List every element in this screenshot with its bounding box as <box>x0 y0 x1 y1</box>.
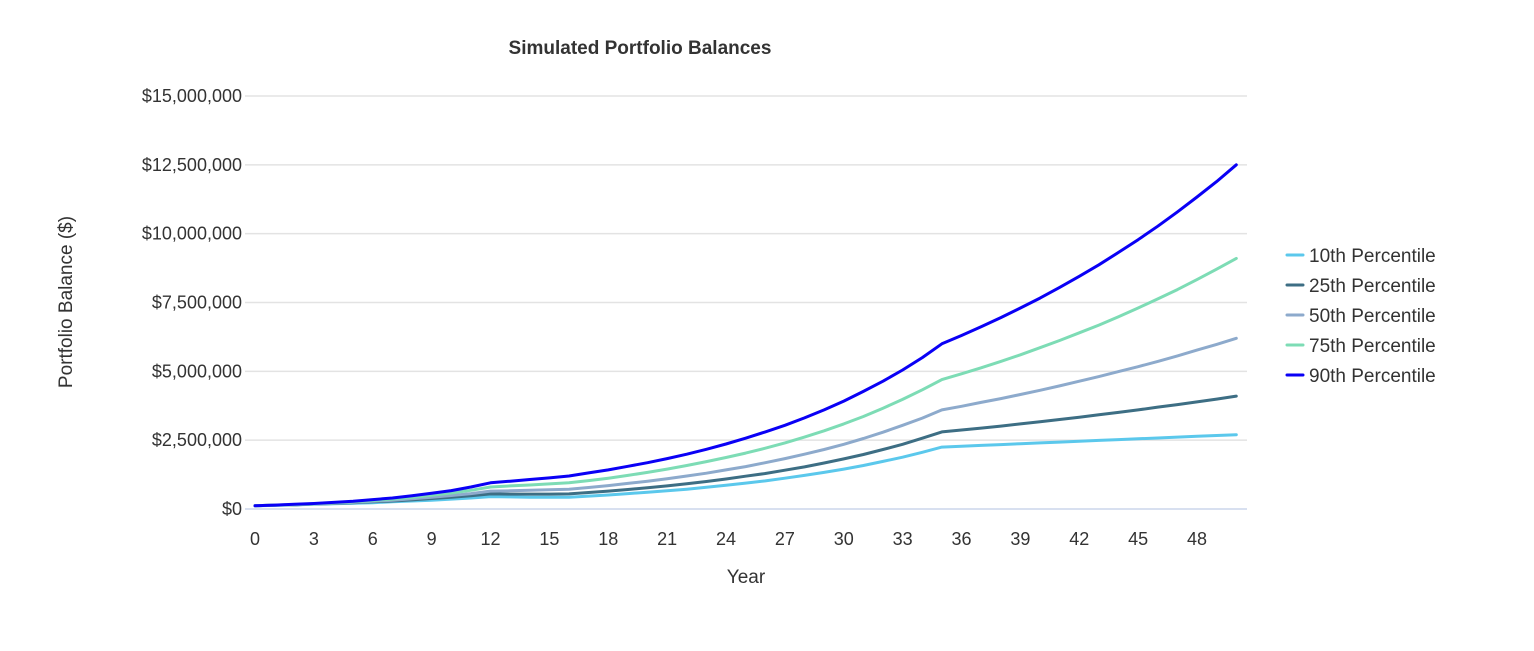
legend-label: 10th Percentile <box>1309 246 1436 267</box>
legend: 10th Percentile 25th Percentile 50th Perce… <box>1285 246 1436 387</box>
y-tick-label: $10,000,000 <box>142 224 242 244</box>
x-tick-label: 24 <box>716 529 736 549</box>
x-tick-label: 18 <box>598 529 618 549</box>
x-tick-label: 48 <box>1187 529 1207 549</box>
legend-item[interactable]: 75th Percentile <box>1285 336 1436 357</box>
x-tick-label: 36 <box>951 529 971 549</box>
chart-title: Simulated Portfolio Balances <box>509 38 772 59</box>
x-tick-label: 30 <box>834 529 854 549</box>
y-tick-label: $5,000,000 <box>152 361 242 381</box>
legend-item[interactable]: 50th Percentile <box>1285 306 1436 327</box>
series-line-90th <box>253 163 1238 508</box>
series-line-50th <box>253 336 1238 508</box>
x-axis-ticks: 0 3 6 9 12 15 18 21 24 27 30 33 36 39 42 45 48 <box>250 529 1207 549</box>
x-tick-label: 39 <box>1010 529 1030 549</box>
y-axis-ticks: $0 $2,500,000 $5,000,000 $7,500,000 $10,000,… <box>142 86 242 519</box>
legend-label: 75th Percentile <box>1309 336 1436 357</box>
y-axis-label: Portfolio Balance ($) <box>56 216 77 388</box>
legend-label: 90th Percentile <box>1309 366 1436 387</box>
legend-label: 25th Percentile <box>1309 276 1436 297</box>
y-tick-label: $0 <box>222 499 242 519</box>
y-tick-label: $15,000,000 <box>142 86 242 106</box>
legend-item[interactable]: 90th Percentile <box>1285 366 1436 387</box>
x-tick-label: 21 <box>657 529 677 549</box>
legend-label: 50th Percentile <box>1309 306 1436 327</box>
x-tick-label: 6 <box>368 529 378 549</box>
series-line-25th <box>253 394 1238 508</box>
y-tick-label: $12,500,000 <box>142 155 242 175</box>
series-line-75th <box>253 256 1238 508</box>
y-tick-label: $7,500,000 <box>152 293 242 313</box>
gridlines <box>245 95 1247 510</box>
x-tick-label: 12 <box>480 529 500 549</box>
legend-item[interactable]: 25th Percentile <box>1285 276 1436 297</box>
x-tick-label: 45 <box>1128 529 1148 549</box>
series-line-10th <box>253 433 1238 508</box>
legend-item[interactable]: 10th Percentile <box>1285 246 1436 267</box>
x-tick-label: 33 <box>893 529 913 549</box>
x-tick-label: 3 <box>309 529 319 549</box>
x-tick-label: 42 <box>1069 529 1089 549</box>
y-tick-label: $2,500,000 <box>152 430 242 450</box>
x-tick-label: 15 <box>539 529 559 549</box>
x-tick-label: 27 <box>775 529 795 549</box>
x-axis-label: Year <box>727 567 766 588</box>
x-tick-label: 9 <box>427 529 437 549</box>
series-lines <box>253 163 1238 508</box>
x-tick-label: 0 <box>250 529 260 549</box>
